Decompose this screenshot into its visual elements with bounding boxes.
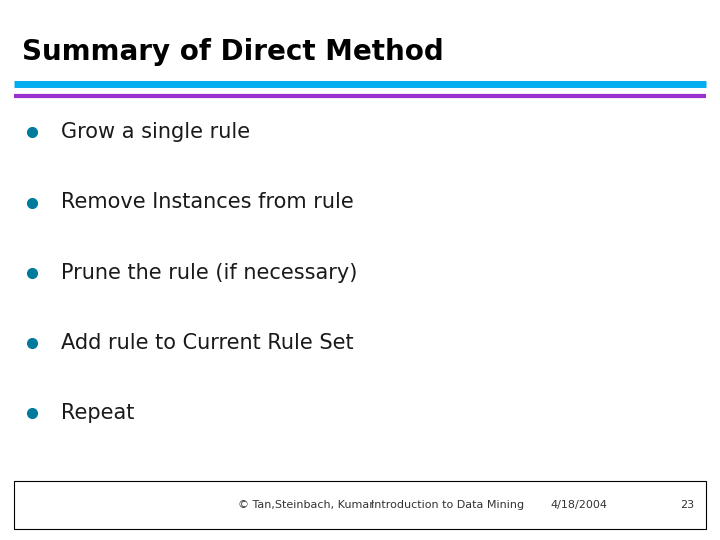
Text: Grow a single rule: Grow a single rule: [61, 122, 251, 143]
Text: Prune the rule (if necessary): Prune the rule (if necessary): [61, 262, 358, 283]
Text: © Tan,Steinbach, Kumar: © Tan,Steinbach, Kumar: [238, 500, 374, 510]
Text: Introduction to Data Mining: Introduction to Data Mining: [371, 500, 524, 510]
Text: Add rule to Current Rule Set: Add rule to Current Rule Set: [61, 333, 354, 353]
Bar: [14, 481, 706, 529]
Text: Summary of Direct Method: Summary of Direct Method: [22, 38, 444, 66]
Text: 23: 23: [680, 500, 695, 510]
Text: Remove Instances from rule: Remove Instances from rule: [61, 192, 354, 213]
Text: 4/18/2004: 4/18/2004: [551, 500, 608, 510]
Text: Repeat: Repeat: [61, 403, 135, 423]
